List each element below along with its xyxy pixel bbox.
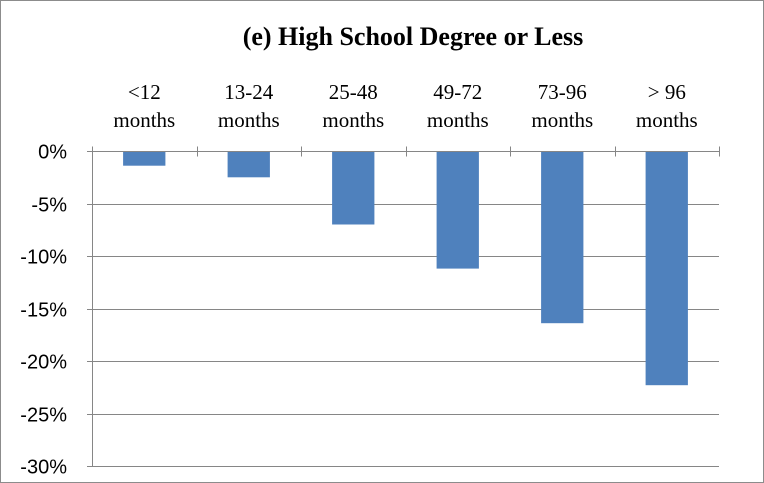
category-label-line: months [427, 108, 489, 132]
y-tick-label: -20% [20, 352, 67, 374]
category-labels: <12 months 13-24 months 25-48 months 49-72 mont… [113, 80, 697, 132]
y-tick-label: -10% [20, 247, 67, 269]
bar [436, 151, 479, 269]
y-tick-label: 0% [38, 142, 67, 164]
category-label-line: 25-48 [329, 80, 378, 104]
category-label-line: months [531, 108, 593, 132]
y-tick-label: -5% [31, 195, 67, 217]
category-label-line: months [322, 108, 384, 132]
category-label-line: 73-96 [538, 80, 587, 104]
category-label-line: months [218, 108, 280, 132]
category-label: 25-48 months [322, 80, 384, 132]
category-label-line: > 96 [648, 80, 686, 104]
category-label-line: <12 [128, 80, 161, 104]
bar [541, 151, 584, 324]
category-label: 49-72 months [427, 80, 489, 132]
y-tick-label: -25% [20, 405, 67, 427]
category-label: > 96 months [636, 80, 698, 132]
category-label: <12 months [113, 80, 175, 132]
y-axis-tick-labels: 0% -5% -10% -15% -20% -25% -30% [20, 142, 67, 479]
bar [123, 151, 166, 166]
gridlines [92, 204, 719, 467]
category-label-line: months [113, 108, 175, 132]
bar [645, 151, 688, 386]
y-tick-label: -30% [20, 457, 67, 479]
category-label-line: 13-24 [224, 80, 273, 104]
bars [123, 151, 688, 386]
axes [87, 146, 720, 467]
category-label-line: months [636, 108, 698, 132]
bar [227, 151, 270, 178]
category-label: 73-96 months [531, 80, 593, 132]
category-label-line: 49-72 [433, 80, 482, 104]
bar [332, 151, 375, 225]
y-tick-label: -15% [20, 300, 67, 322]
category-label: 13-24 months [218, 80, 280, 132]
chart-title: (e) High School Degree or Less [243, 22, 584, 51]
